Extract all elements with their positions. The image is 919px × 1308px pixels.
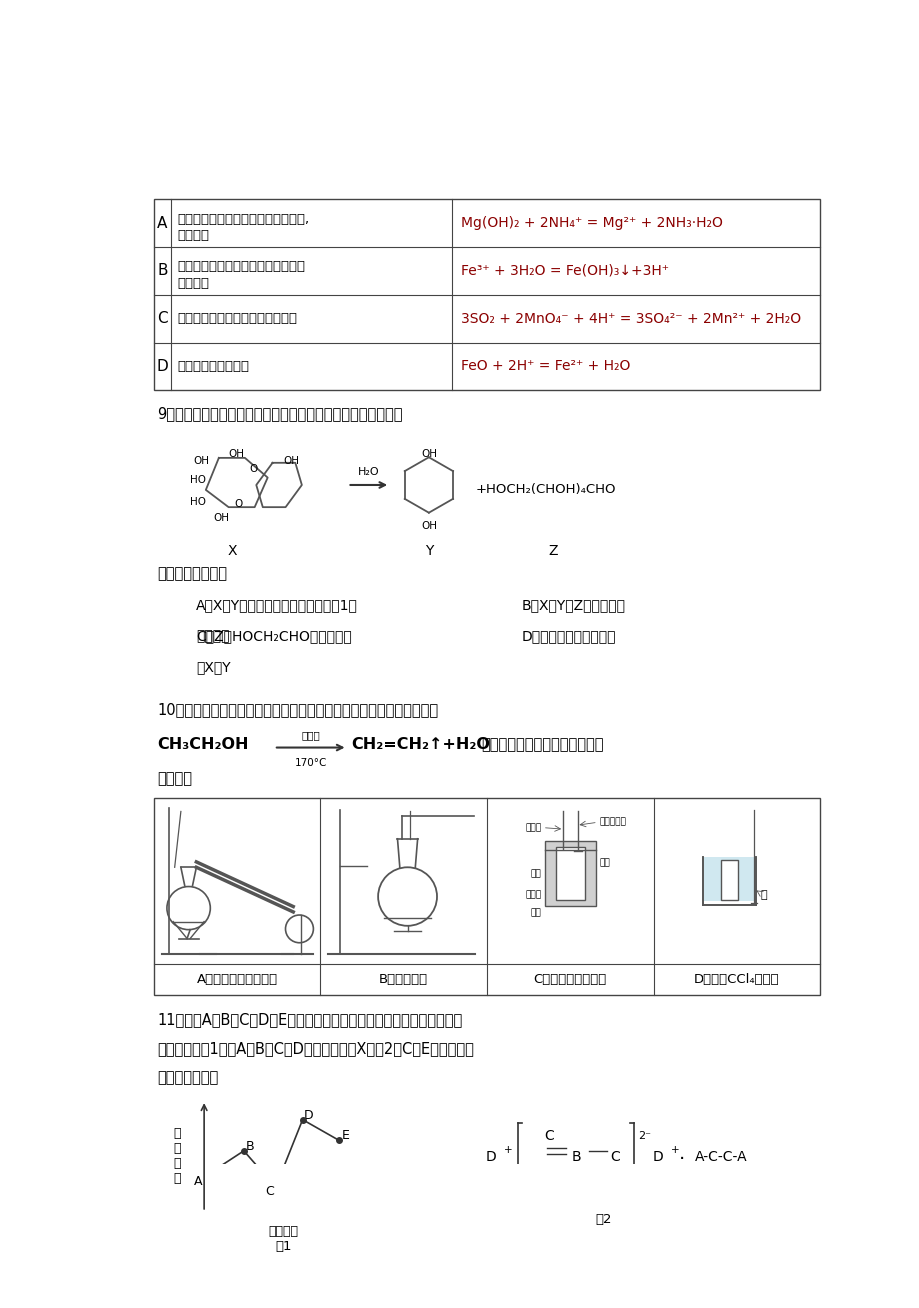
Text: B．制备乙烯: B．制备乙烯 — [379, 973, 427, 986]
Text: B: B — [245, 1139, 254, 1152]
Text: 隔热层: 隔热层 — [525, 891, 540, 900]
Text: X: X — [228, 544, 237, 559]
Bar — [153, 798, 820, 994]
Text: 170°C: 170°C — [294, 757, 326, 768]
Text: CH₃CH₂OH: CH₃CH₂OH — [157, 736, 249, 752]
Text: 褐色液体: 褐色液体 — [176, 277, 209, 289]
Text: 10．温度计是中学化学实验常用仪器。已知：实验室制备乙烯的原理是: 10．温度计是中学化学实验常用仪器。已知：实验室制备乙烯的原理是 — [157, 702, 438, 717]
Text: OH: OH — [420, 449, 437, 459]
Text: +: + — [670, 1144, 678, 1155]
Text: A-C-C-A: A-C-C-A — [694, 1150, 746, 1164]
Text: OH: OH — [420, 521, 437, 531]
Bar — [704, 857, 754, 901]
Text: 温度计: 温度计 — [525, 824, 540, 833]
Text: D: D — [156, 358, 168, 374]
Text: +HOCH₂(CHOH)₄CHO: +HOCH₂(CHOH)₄CHO — [475, 483, 615, 496]
Text: O: O — [234, 498, 243, 509]
Text: 内筒: 内筒 — [530, 870, 540, 879]
Text: H₂O: H₂O — [357, 467, 380, 477]
Text: C: C — [543, 1130, 553, 1143]
Text: B: B — [157, 263, 167, 279]
Text: E: E — [341, 1129, 349, 1142]
Text: C: C — [265, 1185, 274, 1198]
Text: 列说法错误的是: 列说法错误的是 — [157, 1070, 219, 1086]
Text: A: A — [157, 216, 167, 230]
Text: 别X和Y: 别X和Y — [196, 659, 231, 674]
Text: ·: · — [678, 1150, 685, 1169]
Text: 下列说法正确的是: 下列说法正确的是 — [157, 566, 227, 581]
Text: 玻璃搅拌器: 玻璃搅拌器 — [598, 818, 626, 827]
Text: 氧化亚铁溶于稀硝酸: 氧化亚铁溶于稀硝酸 — [176, 360, 249, 373]
Text: 沉淀溶解: 沉淀溶解 — [176, 229, 209, 242]
Text: +: + — [504, 1144, 512, 1155]
Bar — [153, 199, 820, 390]
Bar — [720, 861, 737, 900]
Text: 向沸水中滴加饱和氯化铁溶液得到红: 向沸水中滴加饱和氯化铁溶液得到红 — [176, 260, 305, 273]
Text: A．分离碘的四氯化碳: A．分离碘的四氯化碳 — [197, 973, 278, 986]
Text: HO: HO — [190, 475, 206, 485]
Text: 向氢氧化镁悬浊液中滴加氯化铵溶液,: 向氢氧化镁悬浊液中滴加氯化铵溶液, — [176, 213, 309, 226]
Text: Y: Y — [425, 544, 433, 559]
Text: 数的关系如图1，且A、B、C、D可形成化合物X如图2，C与E同主族。下: 数的关系如图1，且A、B、C、D可形成化合物X如图2，C与E同主族。下 — [157, 1041, 474, 1056]
Text: D: D — [652, 1150, 663, 1164]
Text: O: O — [249, 464, 257, 475]
Bar — [545, 841, 595, 906]
Text: 图2: 图2 — [595, 1214, 611, 1227]
Text: D: D — [303, 1109, 313, 1121]
Text: 水: 水 — [759, 891, 766, 900]
Text: C: C — [157, 311, 167, 326]
Text: 形成氢键: 形成氢键 — [196, 629, 230, 644]
Text: 原
子
半
径: 原 子 半 径 — [173, 1127, 180, 1185]
Text: D．用氯化铁溶液可以区: D．用氯化铁溶液可以区 — [521, 629, 616, 644]
Text: C: C — [609, 1150, 619, 1164]
Text: C．测定中和反应热: C．测定中和反应热 — [533, 973, 607, 986]
Text: CH₂=CH₂↑+H₂O: CH₂=CH₂↑+H₂O — [351, 736, 490, 752]
Text: OH: OH — [283, 456, 299, 467]
Text: 。下列实验操作中，温度计使用: 。下列实验操作中，温度计使用 — [481, 736, 603, 752]
Text: D: D — [485, 1150, 495, 1164]
Text: OH: OH — [213, 514, 229, 523]
Text: 二氧化硫使酸性高锰酸钾溶液褪色: 二氧化硫使酸性高锰酸钾溶液褪色 — [176, 313, 297, 326]
Text: 图1: 图1 — [275, 1240, 291, 1253]
Text: C．Z和HOCH₂CHO互为同系物: C．Z和HOCH₂CHO互为同系物 — [196, 629, 352, 644]
Text: D．测定CCl₄的沸点: D．测定CCl₄的沸点 — [693, 973, 779, 986]
Text: 11．已知A、B、C、D、E是五种短周期主族元素，其原子半径与原子序: 11．已知A、B、C、D、E是五种短周期主族元素，其原子半径与原子序 — [157, 1011, 462, 1027]
Text: 浓硫酸: 浓硫酸 — [301, 730, 320, 740]
Text: 9．我国科学家在天然药物活性成分研究方面取得进展。例如：: 9．我国科学家在天然药物活性成分研究方面取得进展。例如： — [157, 405, 403, 421]
Text: 3SO₂ + 2MnO₄⁻ + 4H⁺ = 3SO₄²⁻ + 2Mn²⁺ + 2H₂O: 3SO₂ + 2MnO₄⁻ + 4H⁺ = 3SO₄²⁻ + 2Mn²⁺ + 2… — [461, 311, 800, 326]
Text: 杯盖: 杯盖 — [598, 858, 609, 867]
Text: FeO + 2H⁺ = Fe²⁺ + H₂O: FeO + 2H⁺ = Fe²⁺ + H₂O — [461, 360, 630, 373]
Text: 原子序数: 原子序数 — [268, 1226, 299, 1237]
Text: HO: HO — [190, 497, 206, 506]
Text: Mg(OH)₂ + 2NH₄⁺ = Mg²⁺ + 2NH₃·H₂O: Mg(OH)₂ + 2NH₄⁺ = Mg²⁺ + 2NH₃·H₂O — [461, 216, 722, 230]
Text: 外壳: 外壳 — [530, 908, 540, 917]
Text: OH: OH — [229, 449, 244, 459]
Text: 错误的是: 错误的是 — [157, 772, 192, 786]
Text: Fe³⁺ + 3H₂O = Fe(OH)₃↓+3H⁺: Fe³⁺ + 3H₂O = Fe(OH)₃↓+3H⁺ — [461, 264, 669, 277]
Text: 2⁻: 2⁻ — [638, 1131, 651, 1141]
Text: B: B — [571, 1150, 580, 1164]
Text: Z: Z — [548, 544, 557, 559]
Text: A: A — [194, 1175, 202, 1188]
Text: B．X、Y、Z分子间都能: B．X、Y、Z分子间都能 — [521, 598, 625, 612]
Text: A．X和Y的苯环上的一氯代物均只有1种: A．X和Y的苯环上的一氯代物均只有1种 — [196, 598, 357, 612]
Text: OH: OH — [193, 456, 209, 467]
Bar — [555, 848, 584, 900]
